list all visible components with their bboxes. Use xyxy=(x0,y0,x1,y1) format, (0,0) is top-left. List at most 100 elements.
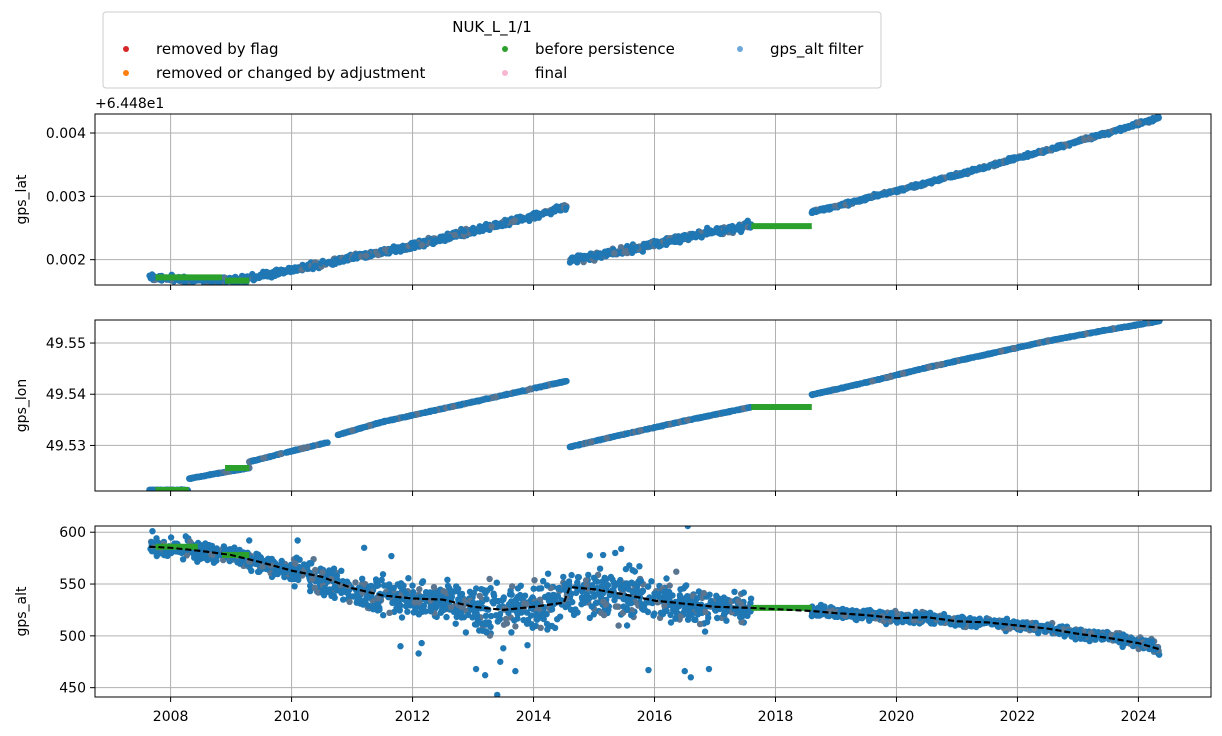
data-point xyxy=(431,407,438,414)
data-point xyxy=(415,610,422,617)
data-point xyxy=(451,231,458,239)
data-point xyxy=(339,587,346,594)
data-point xyxy=(432,599,440,606)
legend-label: final xyxy=(535,64,567,82)
legend-label: before persistence xyxy=(535,40,675,58)
data-point xyxy=(574,442,581,449)
data-point xyxy=(971,165,978,173)
y-tick-label: 0.004 xyxy=(46,126,86,142)
data-point xyxy=(1094,132,1102,139)
data-point xyxy=(990,160,997,168)
data-point xyxy=(258,273,265,280)
data-point xyxy=(973,353,980,360)
data-point xyxy=(621,249,628,256)
data-point xyxy=(458,590,466,598)
data-point xyxy=(1077,331,1085,338)
legend-entry-removed-or-changed: removed or changed by adjustment xyxy=(123,64,425,82)
legend-title: NUK_L_1/1 xyxy=(452,18,532,37)
data-point xyxy=(361,423,369,431)
data-point xyxy=(362,252,370,259)
data-point xyxy=(985,163,992,170)
data-point xyxy=(289,574,297,581)
axes-frame xyxy=(94,113,1212,286)
data-point xyxy=(197,543,205,550)
data-point xyxy=(1075,138,1083,145)
data-point xyxy=(1057,335,1065,342)
data-point xyxy=(812,390,820,397)
data-point xyxy=(951,358,958,365)
data-point xyxy=(453,583,460,590)
data-point xyxy=(521,215,528,222)
data-point xyxy=(453,613,460,620)
data-point xyxy=(416,599,423,606)
data-series xyxy=(246,439,331,466)
data-series xyxy=(147,534,755,639)
y-tick-label: 0.002 xyxy=(46,253,86,269)
data-point xyxy=(304,564,311,571)
data-point xyxy=(905,183,913,190)
y-tick-label: 0.003 xyxy=(46,189,86,205)
legend-marker xyxy=(502,46,508,52)
data-point xyxy=(309,442,317,450)
data-point xyxy=(264,272,271,279)
data-point xyxy=(346,598,353,605)
data-point xyxy=(644,425,652,433)
data-point xyxy=(325,570,332,577)
y-axis-label: gps_lat xyxy=(14,174,30,225)
data-point xyxy=(450,403,457,410)
data-point xyxy=(181,279,189,285)
data-point xyxy=(745,404,752,411)
data-point xyxy=(885,188,893,195)
data-point xyxy=(272,267,279,274)
legend-marker xyxy=(502,70,508,76)
data-point xyxy=(400,587,408,594)
data-point xyxy=(694,415,701,422)
data-point xyxy=(150,487,157,491)
data-point xyxy=(854,197,861,204)
data-point xyxy=(526,212,533,220)
data-point xyxy=(899,370,907,377)
data-point xyxy=(699,414,706,421)
data-point xyxy=(1059,143,1066,150)
data-point xyxy=(440,588,447,595)
data-point xyxy=(1143,118,1150,125)
data-point xyxy=(278,557,285,565)
data-point xyxy=(302,263,309,271)
legend-marker xyxy=(123,46,129,52)
data-point xyxy=(446,233,453,241)
data-point xyxy=(330,565,338,572)
data-point xyxy=(512,389,519,396)
data-point xyxy=(976,164,983,171)
data-point xyxy=(926,363,933,371)
data-point xyxy=(1121,123,1129,131)
data-point xyxy=(900,187,907,194)
data-point xyxy=(379,571,387,578)
data-point xyxy=(402,414,409,421)
data-point xyxy=(717,230,724,238)
data-point xyxy=(1082,330,1090,338)
data-point xyxy=(1155,114,1162,122)
data-point xyxy=(735,223,742,230)
data-point xyxy=(1149,320,1156,326)
data-point xyxy=(684,416,691,424)
data-point xyxy=(1071,332,1078,340)
data-point xyxy=(878,375,885,382)
data-point xyxy=(818,389,825,396)
data-point xyxy=(446,595,454,602)
data-point xyxy=(633,244,640,251)
data-point xyxy=(542,382,549,390)
data-point xyxy=(704,224,711,232)
data-point xyxy=(471,228,478,235)
data-point xyxy=(744,217,751,224)
y-tick-label: 49.53 xyxy=(46,438,86,454)
data-point xyxy=(628,246,635,253)
data-point xyxy=(259,563,266,570)
data-point xyxy=(568,443,576,450)
data-point xyxy=(536,383,544,390)
data-point xyxy=(416,586,423,593)
data-point xyxy=(422,608,429,615)
data-point xyxy=(390,584,397,592)
data-point xyxy=(373,420,380,427)
data-point xyxy=(1099,327,1106,334)
